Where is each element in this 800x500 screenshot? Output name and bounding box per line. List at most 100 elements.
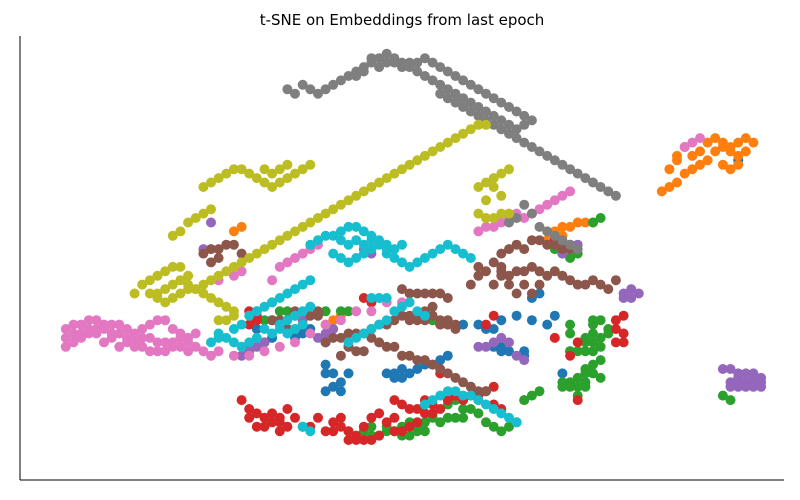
data-point [427, 408, 438, 419]
data-point [473, 341, 484, 352]
data-point [282, 159, 293, 170]
data-point [580, 364, 591, 374]
data-point [496, 124, 507, 135]
data-point [175, 341, 186, 352]
data-point [305, 217, 316, 228]
data-point [167, 279, 178, 290]
data-point [603, 284, 614, 295]
data-point [259, 337, 270, 348]
data-point [160, 315, 171, 326]
data-point [504, 164, 514, 175]
data-point [397, 284, 407, 295]
data-point [335, 199, 346, 210]
data-point [320, 230, 331, 241]
data-point [626, 284, 637, 295]
data-point [366, 235, 377, 246]
data-point [419, 150, 430, 161]
data-point [610, 315, 621, 326]
data-point [481, 119, 491, 130]
data-point [450, 372, 461, 383]
data-point [236, 266, 247, 277]
data-point [305, 426, 316, 437]
data-point [328, 315, 339, 326]
data-point [496, 315, 507, 326]
data-point [335, 412, 346, 423]
data-point [488, 119, 499, 130]
data-point [290, 324, 300, 334]
data-point [618, 337, 629, 348]
data-point [473, 182, 484, 192]
data-point [595, 355, 606, 366]
data-point [633, 288, 644, 299]
data-point [442, 386, 453, 397]
data-point [297, 164, 308, 175]
data-point [320, 319, 331, 330]
data-point [618, 310, 629, 321]
data-point [320, 337, 331, 348]
data-point [206, 293, 216, 303]
data-point [343, 257, 354, 268]
data-point [343, 328, 354, 339]
data-point [305, 310, 316, 321]
data-point [580, 173, 591, 184]
data-point [236, 257, 247, 268]
data-point [83, 315, 94, 326]
data-point [91, 328, 102, 339]
chart-title: t-SNE on Embeddings from last epoch [259, 11, 545, 29]
data-point [244, 404, 255, 414]
data-point [335, 253, 346, 263]
data-point [213, 297, 224, 308]
data-point [374, 62, 385, 73]
data-point [572, 337, 583, 348]
data-point [228, 164, 239, 175]
data-point [610, 275, 621, 286]
data-point [511, 288, 522, 299]
data-point [473, 226, 484, 237]
data-point [465, 97, 476, 108]
data-point [450, 412, 461, 423]
series-8 [129, 119, 514, 326]
data-point [404, 261, 415, 272]
data-point [442, 412, 453, 423]
data-point [335, 315, 346, 326]
data-point [282, 230, 293, 241]
data-point [610, 324, 621, 334]
data-point [488, 221, 499, 232]
data-point [313, 235, 323, 246]
data-point [664, 182, 675, 192]
data-point [412, 417, 423, 428]
data-point [488, 182, 499, 192]
data-point [389, 426, 400, 437]
data-point [496, 168, 507, 179]
data-point [152, 270, 163, 281]
data-point [412, 355, 423, 366]
data-point [335, 306, 346, 317]
points-layer [60, 48, 767, 445]
data-point [236, 164, 247, 175]
data-point [404, 297, 415, 308]
data-point [68, 328, 79, 339]
data-point [137, 332, 148, 343]
data-point [419, 355, 430, 366]
data-point [358, 239, 369, 250]
data-point [206, 217, 216, 228]
data-point [167, 324, 178, 334]
data-point [389, 412, 400, 423]
data-point [221, 332, 232, 343]
data-point [297, 221, 308, 232]
data-point [381, 417, 392, 428]
data-point [297, 306, 308, 317]
data-point [167, 293, 178, 303]
data-point [366, 182, 377, 192]
data-point [481, 386, 491, 397]
data-point [511, 310, 522, 321]
data-point [183, 332, 194, 343]
data-point [435, 79, 446, 90]
data-point [389, 395, 400, 406]
data-point [282, 315, 293, 326]
data-point [526, 288, 537, 299]
data-point [297, 328, 308, 339]
data-point [496, 408, 507, 419]
data-point [244, 337, 255, 348]
data-point [144, 288, 155, 299]
